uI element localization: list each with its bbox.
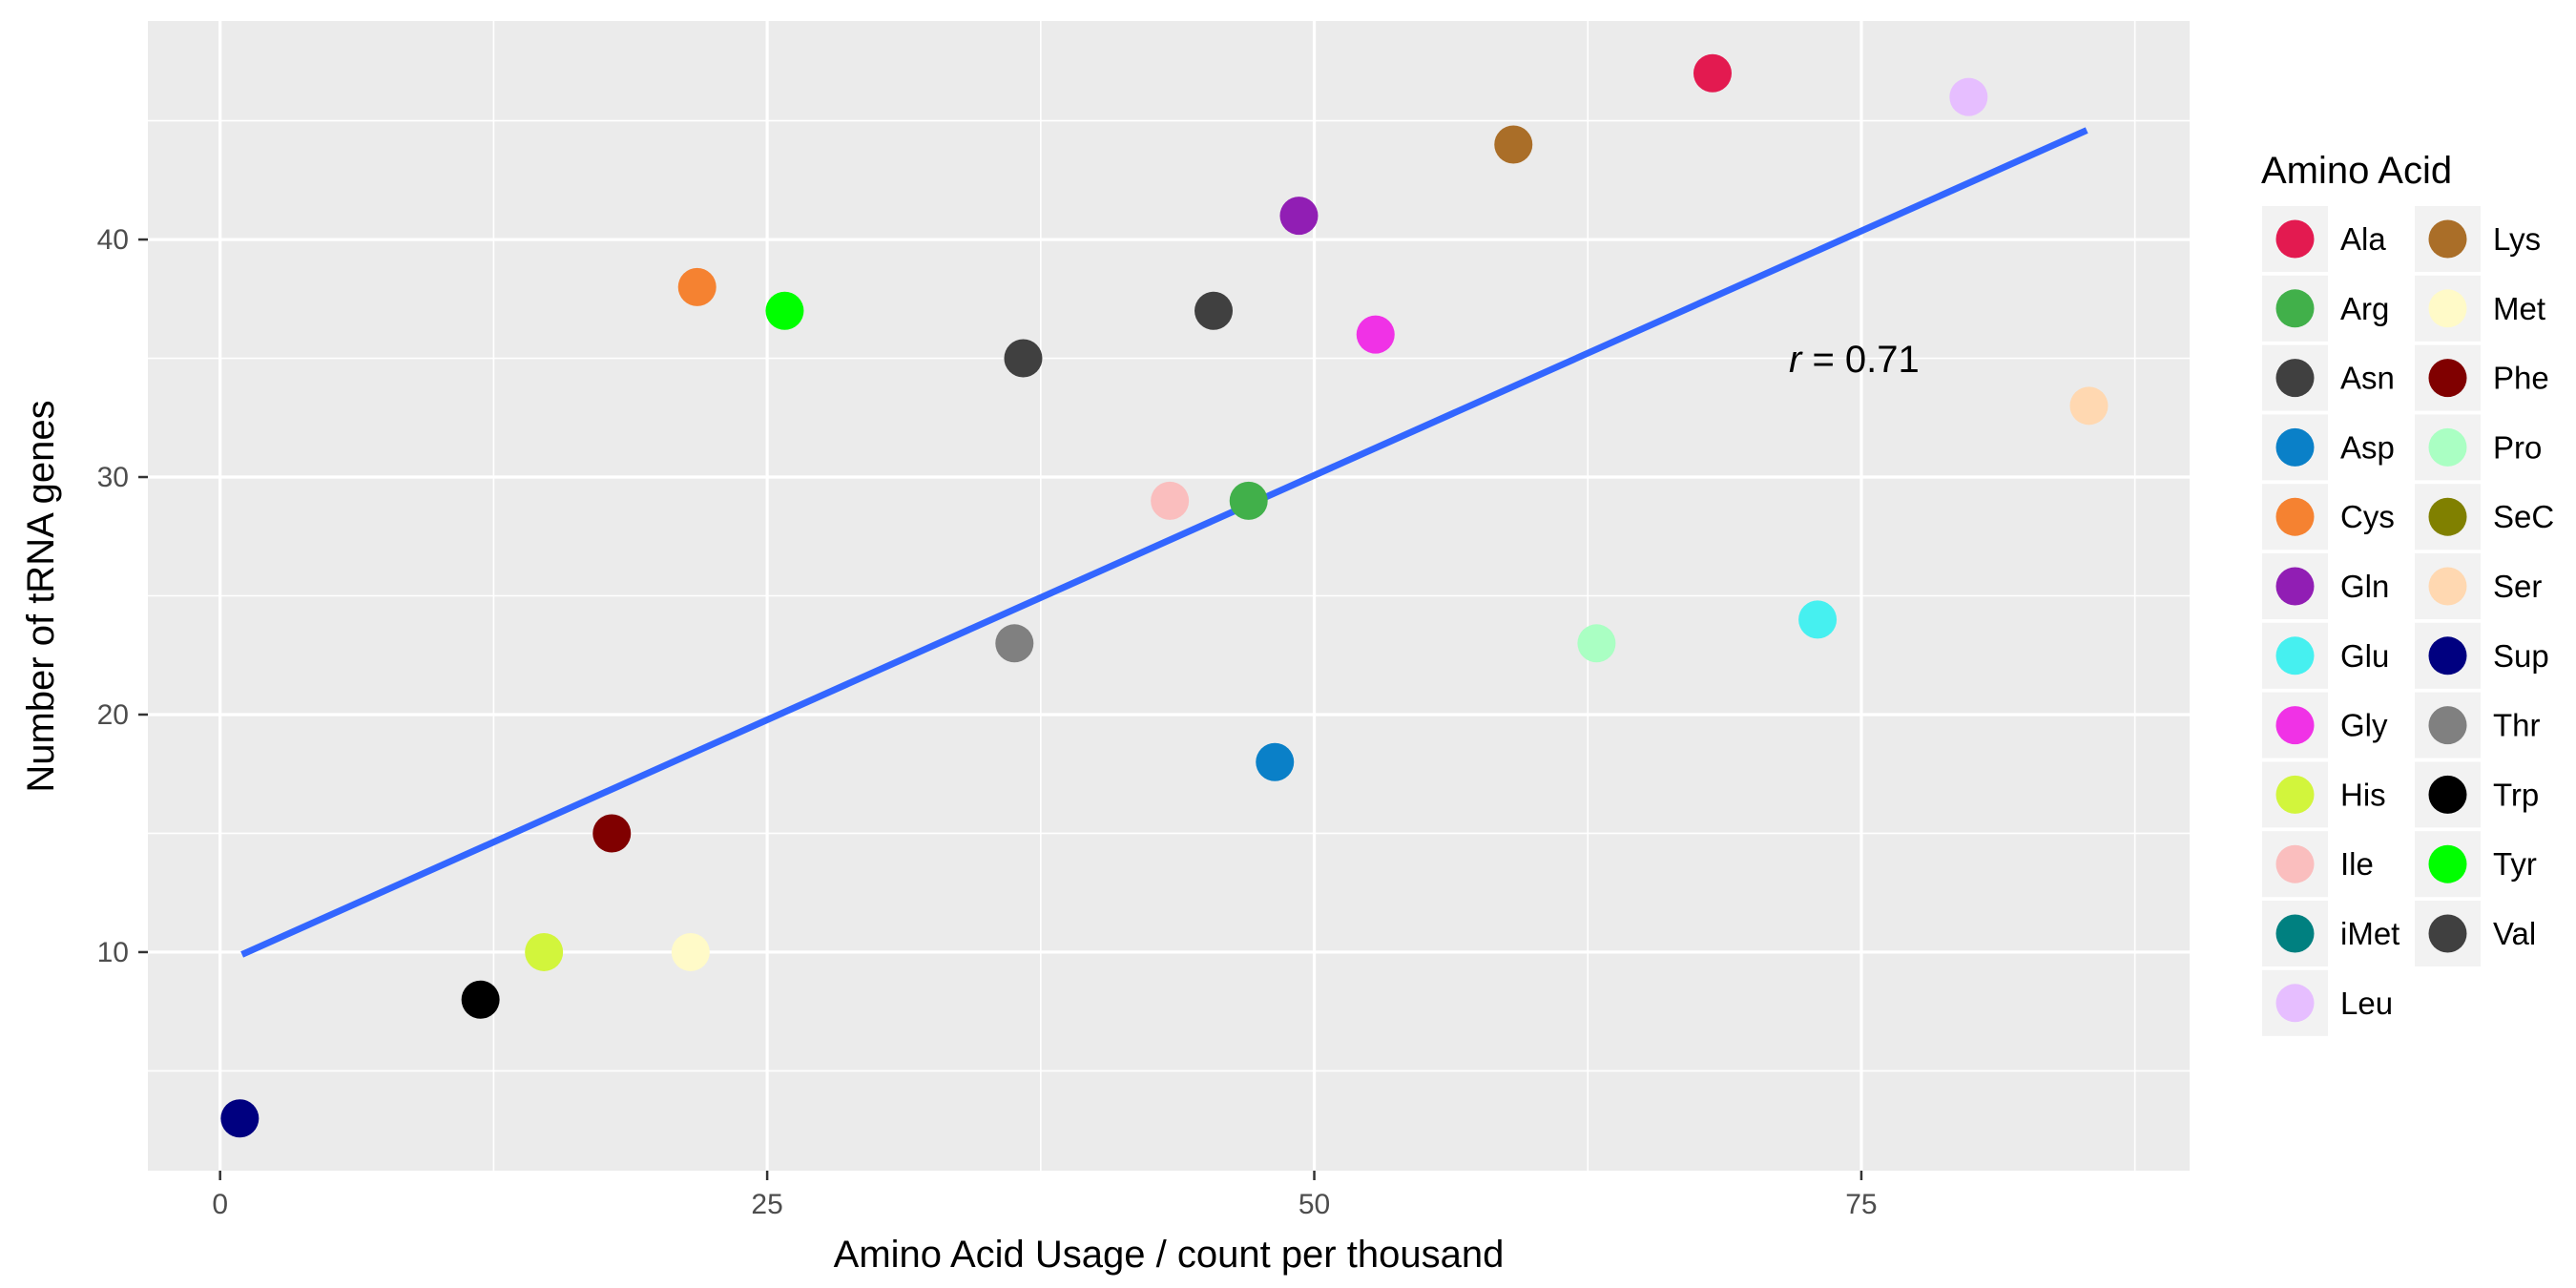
y-tick-label: 30: [97, 462, 129, 493]
legend-swatch-leu: [2275, 984, 2315, 1023]
y-axis-title: Number of tRNA genes: [20, 400, 62, 792]
legend-label-thr: Thr: [2493, 708, 2541, 743]
point-gly: [1356, 315, 1395, 354]
legend-swatch-glu: [2275, 636, 2315, 675]
legend-label-lys: Lys: [2493, 221, 2541, 257]
point-met: [671, 932, 710, 971]
point-cys: [677, 267, 717, 306]
legend-swatch-cys: [2275, 497, 2315, 536]
legend-label-gly: Gly: [2340, 708, 2388, 743]
point-arg: [1229, 481, 1268, 520]
legend-swatch-imet: [2275, 914, 2315, 953]
correlation-annotation: r = 0.71: [1789, 339, 1920, 381]
legend-swatch-ile: [2275, 844, 2315, 883]
y-axis: 10 20 30 40: [97, 224, 148, 968]
legend-label-tyr: Tyr: [2493, 846, 2537, 882]
legend-label-gln: Gln: [2340, 569, 2389, 604]
legend-swatch-met: [2428, 289, 2467, 328]
legend-label-asn: Asn: [2340, 361, 2395, 396]
point-lys: [1494, 125, 1533, 164]
legend-label-glu: Glu: [2340, 638, 2389, 674]
x-axis: 0 25 50 75: [212, 1171, 1878, 1220]
legend-label-leu: Leu: [2340, 986, 2393, 1021]
legend-label-ile: Ile: [2340, 846, 2374, 882]
legend-swatch-pro: [2428, 427, 2467, 467]
legend-label-ser: Ser: [2493, 569, 2542, 604]
legend-swatch-ser: [2428, 567, 2467, 606]
point-asn: [1195, 291, 1234, 330]
legend-label-sec: SeC: [2493, 499, 2554, 534]
x-tick-label: 0: [212, 1189, 228, 1220]
trend-line: [240, 127, 2088, 958]
legend-swatch-gly: [2275, 706, 2315, 745]
legend-label-asp: Asp: [2340, 429, 2395, 465]
legend-swatch-phe: [2428, 359, 2467, 398]
y-tick-label: 40: [97, 224, 129, 256]
legend-label-phe: Phe: [2493, 361, 2549, 396]
legend-swatch-his: [2275, 775, 2315, 814]
legend-swatch-asp: [2275, 427, 2315, 467]
trend-line-group: [240, 127, 2088, 958]
legend-label-pro: Pro: [2493, 429, 2542, 465]
point-glu: [1798, 600, 1838, 639]
legend-swatch-thr: [2428, 706, 2467, 745]
x-tick-label: 75: [1845, 1189, 1877, 1220]
legend-label-trp: Trp: [2493, 777, 2539, 812]
correlation-value: = 0.71: [1801, 339, 1919, 381]
point-sup: [220, 1099, 260, 1138]
legend-label-ala: Ala: [2340, 221, 2386, 257]
point-tyr: [765, 291, 804, 330]
y-tick-label: 10: [97, 937, 129, 968]
legend-swatch-arg: [2275, 289, 2315, 328]
legend-swatch-sup: [2428, 636, 2467, 675]
legend-label-val: Val: [2493, 916, 2536, 951]
point-asp: [1256, 742, 1295, 781]
legend-swatch-val: [2428, 914, 2467, 953]
legend-label-imet: iMet: [2340, 916, 2399, 951]
legend-swatch-asn: [2275, 359, 2315, 398]
legend-swatch-tyr: [2428, 844, 2467, 883]
point-thr: [995, 624, 1034, 663]
point-pro: [1577, 624, 1616, 663]
point-phe: [592, 814, 632, 853]
y-tick-label: 20: [97, 699, 129, 731]
point-ile: [1151, 481, 1190, 520]
correlation-r-symbol: r: [1789, 339, 1803, 381]
point-asn: [1004, 339, 1043, 378]
point-ala: [1693, 53, 1732, 93]
data-points: [220, 53, 2109, 1138]
legend-swatch-trp: [2428, 775, 2467, 814]
legend-swatch-lys: [2428, 219, 2467, 259]
legend-label-cys: Cys: [2340, 499, 2395, 534]
point-his: [525, 932, 564, 971]
legend-label-his: His: [2340, 777, 2386, 812]
legend-title: Amino Acid: [2261, 150, 2452, 192]
legend-label-met: Met: [2493, 291, 2545, 326]
grid-major: [148, 21, 2190, 1171]
legend-swatch-ala: [2275, 219, 2315, 259]
legend: Ala Arg Asn Asp Cys Gln Glu Gly His Ile iMet Leu Lys…: [2262, 206, 2554, 1036]
legend-swatch-sec: [2428, 497, 2467, 536]
point-trp: [461, 980, 500, 1019]
point-leu: [1949, 77, 1988, 116]
x-axis-title: Amino Acid Usage / count per thousand: [834, 1234, 1505, 1276]
legend-label-sup: Sup: [2493, 638, 2549, 674]
point-ser: [2069, 386, 2109, 426]
point-gln: [1279, 197, 1319, 236]
legend-label-arg: Arg: [2340, 291, 2389, 326]
x-tick-label: 25: [751, 1189, 782, 1220]
legend-swatch-gln: [2275, 567, 2315, 606]
x-tick-label: 50: [1298, 1189, 1330, 1220]
